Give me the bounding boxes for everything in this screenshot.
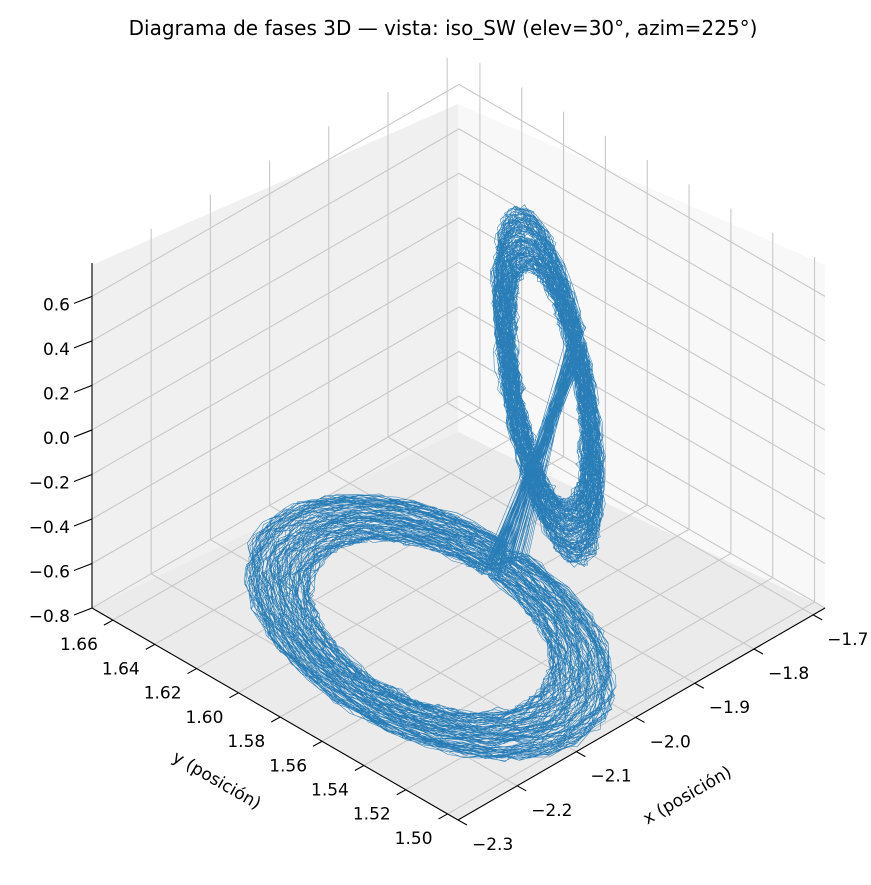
z-tick <box>73 384 93 393</box>
z-tick <box>73 518 93 527</box>
x-tick-label: −1.7 <box>827 630 868 650</box>
grid-z-line <box>91 83 826 297</box>
z-tick-label: −0.4 <box>29 518 70 538</box>
y-tick <box>187 668 197 675</box>
x-tick <box>694 682 705 689</box>
grid-z-line <box>91 172 826 386</box>
tick-labels: −2.3 −2.2 −2.1 −2.0 −1.9 −1.8 −1.7 1.501.521.54… <box>29 295 869 855</box>
trajectory <box>244 204 617 763</box>
z-tick <box>73 473 93 482</box>
y-tick-label: 1.52 <box>353 805 391 825</box>
grid-z-line <box>91 128 826 342</box>
y-tick-label: 1.62 <box>144 684 182 704</box>
z-tick <box>73 429 93 438</box>
grid-x-line <box>209 194 577 753</box>
z-tick-label: 0.2 <box>43 384 70 404</box>
grid-x-line <box>269 160 636 718</box>
y-tick-label: 1.60 <box>186 708 224 728</box>
grid-x-line <box>387 92 755 650</box>
z-tick-label: 0.0 <box>43 429 70 449</box>
trajectory-line <box>244 204 617 763</box>
z-tick-label: −0.8 <box>29 607 70 627</box>
x-tick-label: −2.2 <box>531 801 572 821</box>
y-tick-label: 1.56 <box>269 756 307 776</box>
z-tick <box>73 295 93 304</box>
grid-z-line <box>91 350 826 564</box>
y-tick <box>396 789 406 796</box>
y-tick-label: 1.66 <box>60 635 98 655</box>
y-tick <box>270 716 281 723</box>
y-tick-label: 1.54 <box>311 780 349 800</box>
z-tick <box>73 562 93 571</box>
x-tick-label: −2.0 <box>650 732 691 752</box>
y-tick <box>354 765 365 771</box>
x-tick <box>516 785 527 792</box>
x-tick-label: −2.3 <box>472 835 513 855</box>
grid-z-line <box>91 306 826 520</box>
grid-z-line <box>91 217 826 431</box>
y-tick-label: 1.64 <box>102 659 140 679</box>
y-tick <box>229 692 239 699</box>
grid-y-line <box>363 208 732 766</box>
grid-z-line <box>91 261 826 475</box>
x-tick-label: −1.9 <box>709 698 750 718</box>
y-tick <box>312 740 323 747</box>
x-tick <box>457 819 468 826</box>
grid-y-line <box>279 160 648 718</box>
grid-y-line <box>112 63 481 621</box>
grid-y-line <box>321 184 690 742</box>
x-tick <box>753 648 764 655</box>
z-tick-label: 0.6 <box>43 295 70 315</box>
z-tick <box>73 607 93 616</box>
z-tick <box>73 340 93 349</box>
grid-z-line <box>91 395 826 609</box>
grid-x-line <box>446 57 814 616</box>
grid-y-line <box>238 135 606 694</box>
x-tick <box>812 614 823 621</box>
x-tick <box>635 716 645 723</box>
y-tick <box>145 643 156 650</box>
z-tick-label: −0.2 <box>29 473 70 493</box>
z-tick-label: −0.6 <box>29 562 70 582</box>
x-tick-label: −1.8 <box>768 664 809 684</box>
y-tick-label: 1.58 <box>227 732 265 752</box>
y-tick-label: 1.50 <box>395 829 433 849</box>
x-tick <box>576 751 586 758</box>
y-axis-label: y (posición) <box>169 747 265 814</box>
z-tick-label: 0.4 <box>43 340 70 360</box>
pane-right <box>458 104 825 608</box>
grid-y-line <box>447 256 816 815</box>
axes-lines <box>91 263 826 821</box>
x-tick-label: −2.1 <box>590 767 631 787</box>
x-axis-line <box>457 607 826 821</box>
y-axis-line <box>91 607 459 821</box>
chart-title: Diagrama de fases 3D — vista: iso_SW (el… <box>129 16 758 40</box>
grid-y-line <box>196 111 565 670</box>
pane-left <box>92 104 458 608</box>
x-axis-label: x (posición) <box>640 762 736 829</box>
y-tick <box>103 619 114 626</box>
y-tick <box>438 813 448 820</box>
